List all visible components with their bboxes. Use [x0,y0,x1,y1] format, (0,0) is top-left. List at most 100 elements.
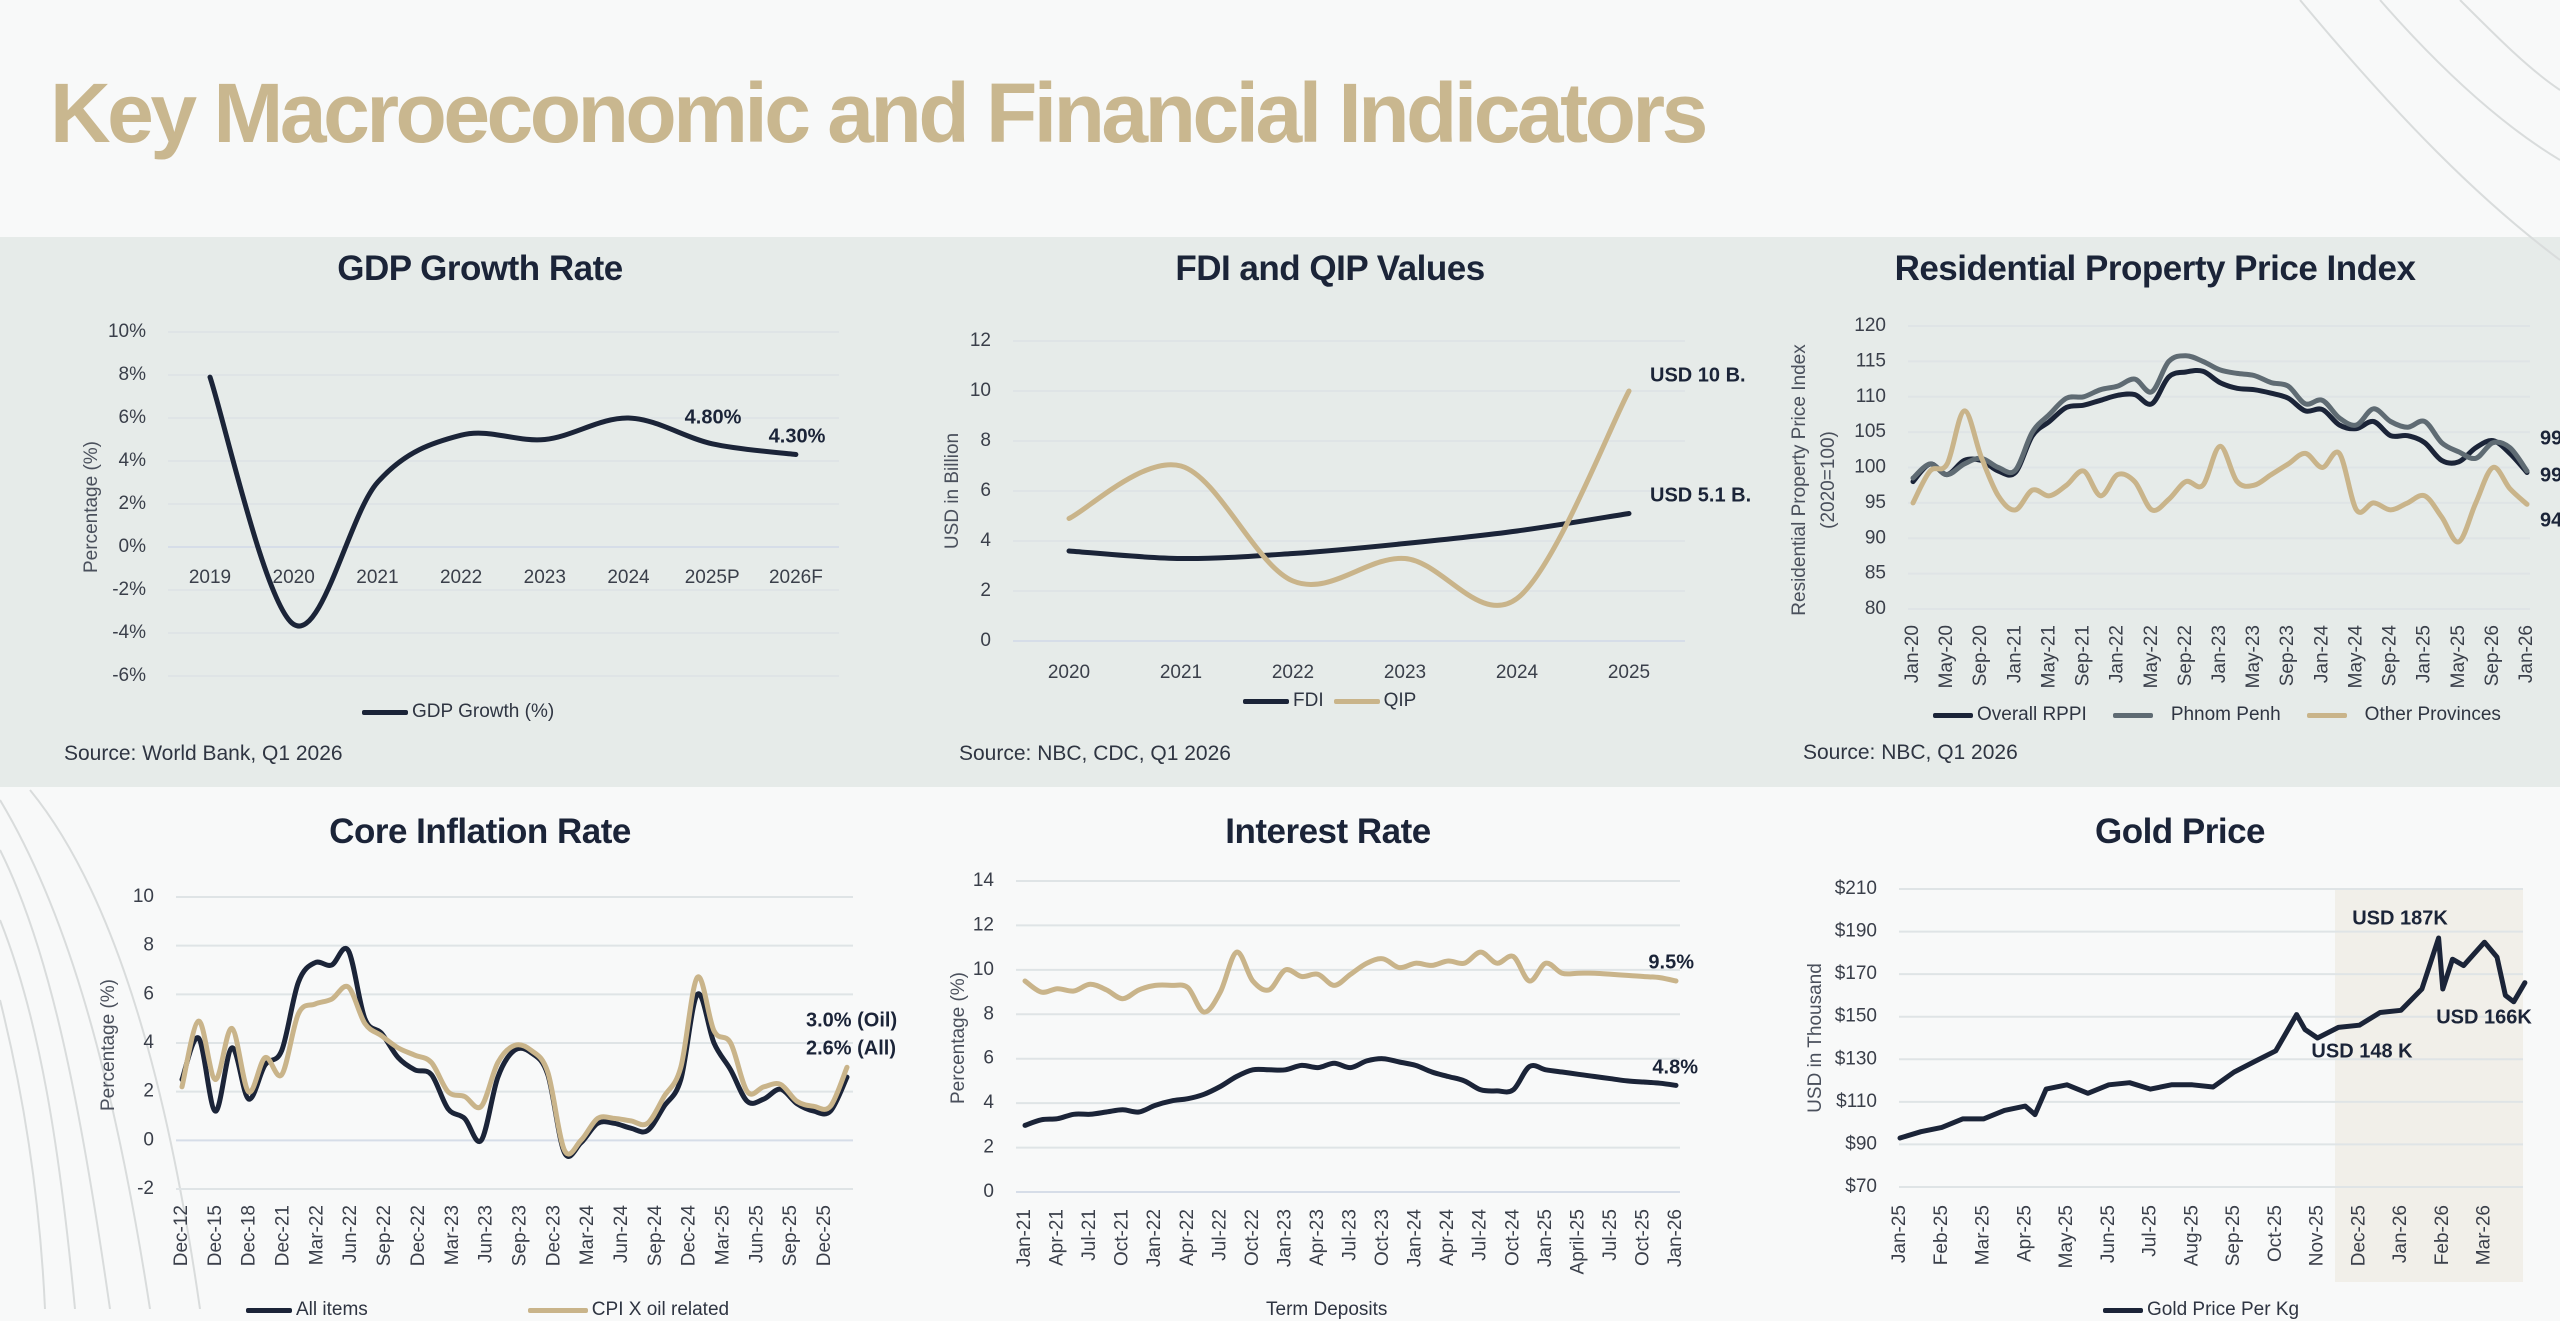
x-tick-label: Sep-25 [780,1205,801,1266]
y-axis-label: USD in Thousand [1805,963,1826,1113]
x-tick-label: Sep-24 [2380,625,2401,687]
y-tick-label: 100 [1854,457,1886,478]
y-tick-label: 110 [1856,386,1886,407]
x-tick-label: Dec-25 [2348,1205,2369,1266]
data-label: 9.5% [1648,951,1694,973]
x-tick-label: Oct-25 [1632,1209,1653,1266]
source-rppi: Source: NBC, Q1 2026 [1803,741,2018,764]
x-tick-label: May-24 [2345,625,2366,689]
y-tick-label: 4 [143,1032,154,1053]
panel-title-gdp: GDP Growth Rate [337,249,623,288]
y-tick-label: 10 [973,959,994,980]
y-tick-label: 4 [980,530,991,551]
y-tick-label: 12 [970,330,991,351]
x-tick-label: Sep-21 [2073,625,2094,686]
y-tick-label: 2 [983,1137,994,1158]
y-axis-label: Percentage (%) [81,441,102,573]
x-tick-label: Jan-24 [2311,625,2332,684]
y-tick-label: -6% [112,665,146,686]
x-tick-label: Mar-25 [712,1205,733,1265]
x-tick-label: Dec-15 [205,1205,226,1266]
series-line-gdp-growth- [207,374,799,629]
legend-label: Overall RPPI [1977,704,2087,725]
x-tick-label: 2023 [1384,662,1426,683]
x-tick-label: Jan-25 [1535,1209,1556,1267]
legend-swatch [2306,712,2347,718]
x-tick-label: Mar-22 [306,1205,327,1265]
y-tick-label: 6 [980,480,991,501]
x-tick-label: Dec-18 [239,1205,260,1266]
x-tick-label: Dec-12 [171,1205,192,1266]
y-tick-label: 6% [119,407,147,428]
legend-label: Phnom Penh [2170,704,2281,725]
x-tick-label: Oct-21 [1112,1209,1133,1266]
series-line-cpi-x-oil-related [179,974,850,1157]
series-line-series-0 [1022,949,1679,1015]
x-tick-label: 2022 [440,567,482,588]
x-tick-label: Dec-23 [543,1205,564,1266]
y-tick-label: 80 [1865,598,1886,619]
y-tick-label: 120 [1854,315,1886,336]
x-tick-label: Jan-26 [1665,1209,1686,1267]
x-tick-label: Jan-24 [1405,1209,1426,1268]
x-tick-label: 2024 [607,567,650,588]
series-line-phnom-penh [1910,353,2530,481]
x-tick-label: Sep-24 [645,1205,666,1267]
data-label: 2.6% (All) [806,1037,896,1059]
y-axis-label: Percentage (%) [98,979,119,1111]
series-line-other-provinces [1910,408,2530,545]
x-tick-label: May-25 [2448,625,2469,688]
data-label: 94 [2540,509,2560,531]
x-tick-label: Aug-25 [2181,1205,2202,1266]
x-tick-label: Jul-23 [1340,1209,1361,1261]
x-tick-label: Jun-25 [746,1205,767,1263]
panel-title-fdi-qip: FDI and QIP Values [1175,249,1485,288]
x-tick-label: Oct-23 [1372,1209,1393,1266]
x-tick-label: Sep-26 [2482,625,2503,686]
x-tick-label: Apr-25 [2014,1205,2035,1262]
x-tick-label: Nov-25 [2307,1205,2328,1266]
x-tick-label: Oct-24 [1502,1209,1523,1266]
legend-fdi-qip: FDI QIP [1243,690,1416,712]
x-tick-label: Jan-25 [1889,1205,1910,1263]
series-line-all-items [179,945,850,1159]
y-axis-label: Percentage (%) [948,972,969,1104]
legend-gdp: GDP Growth (%) [362,701,554,723]
x-tick-label: Apr-21 [1047,1209,1068,1266]
series-line-gold-price-per-kg [1897,935,2528,1141]
data-label: 4.80% [685,406,742,428]
x-tick-label: Sep-23 [2277,625,2298,686]
y-tick-label: 4% [119,450,147,471]
y-tick-label: 10 [970,380,991,401]
chart-4: 14 12 10 8 6 4 2 0 Jan-21 Apr-21 Jul-21 Oct-21 Jan-2… [948,870,1698,1274]
y-tick-label: -2% [112,579,146,600]
y-tick-label: 14 [973,870,995,891]
panel-title-interest: Interest Rate [1225,812,1431,851]
data-label: USD 148 K [2311,1040,2413,1062]
x-tick-label: Jan-26 [2390,1205,2411,1263]
x-tick-label: May-25 [2056,1205,2077,1268]
x-tick-label: 2023 [524,567,566,588]
series-line-fdi [1066,511,1632,562]
y-tick-label: 2 [143,1081,154,1102]
x-tick-label: Sep-25 [2223,1205,2244,1266]
y-tick-label: 8% [119,364,147,385]
x-tick-label: Feb-26 [2432,1205,2453,1265]
y-axis-label: (2020=100) [1818,431,1839,529]
y-tick-label: $190 [1835,921,1877,942]
data-label: 4.8% [1652,1056,1698,1078]
x-tick-label: May-23 [2243,625,2264,688]
y-tick-label: $170 [1835,963,1877,984]
data-label: USD 187K [2352,907,2448,929]
chart-0: 10% 8% 6% 4% 2% 0% -2% -4% -6% 2019 2020 2021 2022 20… [81,321,839,686]
x-tick-label: Jul-22 [1209,1209,1230,1261]
y-tick-label: $210 [1835,878,1877,899]
legend-swatch [1243,698,1289,704]
x-tick-label: Jun-25 [2098,1205,2119,1263]
x-tick-label: Jan-21 [2004,625,2025,683]
y-tick-label: 8 [983,1003,994,1024]
x-tick-label: Jan-22 [1144,1209,1165,1267]
x-tick-label: 2024 [1496,662,1539,683]
